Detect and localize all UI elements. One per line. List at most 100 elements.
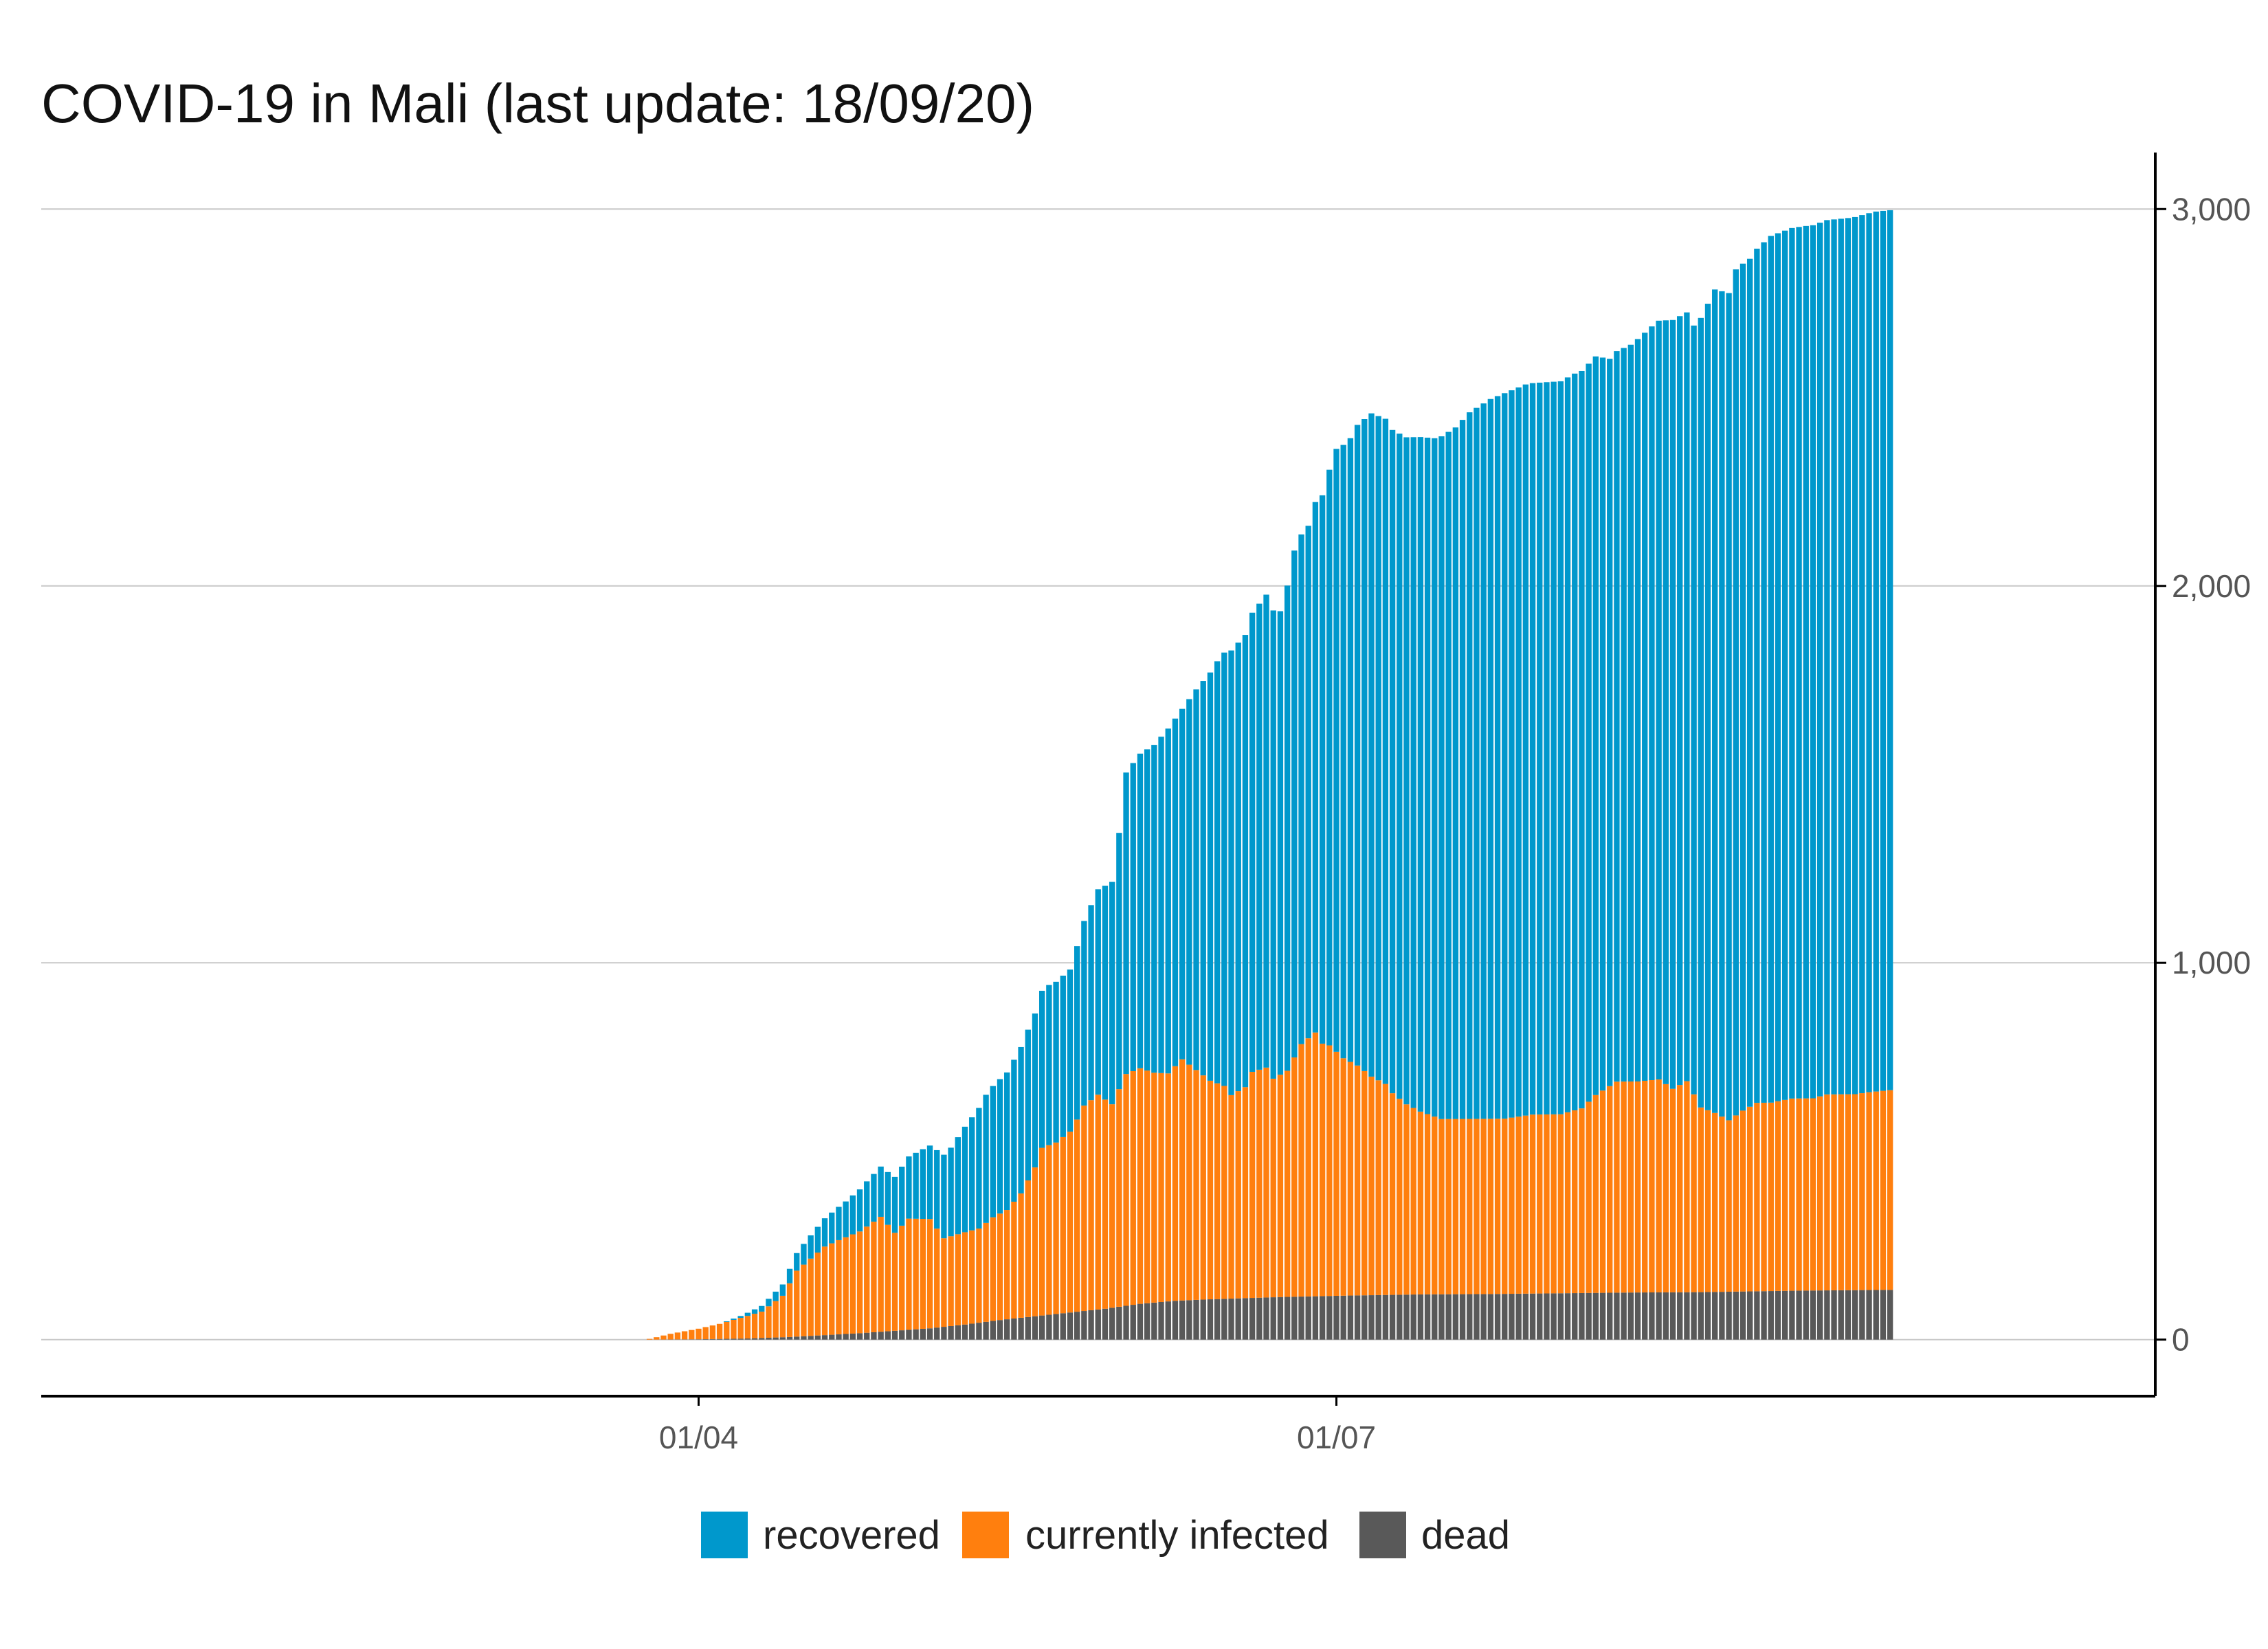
bar-currently-infected [1361,1070,1368,1296]
bar-currently-infected [1067,1131,1074,1313]
bar-currently-infected [786,1283,793,1337]
bar-currently-infected [1782,1099,1788,1291]
bar-currently-infected [976,1229,982,1323]
bar-recovered [1109,882,1115,1105]
bar-recovered [1025,1029,1031,1180]
bar-recovered [899,1166,905,1226]
legend-label-recovered: recovered [763,1513,940,1558]
bar-currently-infected [1459,1119,1466,1294]
x-tick-label: 01/04 [659,1420,738,1455]
bar-recovered [1046,985,1052,1145]
bar-dead [808,1336,814,1340]
bar-currently-infected [1586,1101,1592,1293]
bar-dead [1403,1294,1410,1340]
bar-currently-infected [1214,1083,1221,1299]
bar-dead [1747,1291,1753,1340]
bar-recovered [1270,610,1276,1079]
bar-currently-infected [1649,1080,1655,1292]
bar-currently-infected [920,1219,926,1329]
bar-dead [926,1328,933,1340]
bar-dead [766,1337,772,1340]
bar-recovered [1572,373,1578,1111]
bar-dead [1025,1316,1031,1340]
bar-recovered [1789,227,1795,1099]
bar-dead [1712,1292,1718,1340]
bar-dead [1382,1294,1389,1340]
bar-currently-infected [1179,1059,1186,1301]
bar-dead [1018,1317,1024,1340]
bar-recovered [920,1149,926,1220]
bar-currently-infected [1509,1117,1515,1294]
bar-recovered [1761,242,1767,1103]
bar-currently-infected [1270,1078,1276,1298]
bar-currently-infected [1684,1081,1690,1292]
bar-recovered [1228,650,1234,1095]
bar-recovered [1579,370,1585,1109]
bar-currently-infected [1382,1084,1389,1295]
bar-recovered [1866,213,1872,1092]
bar-dead [737,1338,744,1340]
bar-dead [1719,1292,1725,1340]
bar-currently-infected [654,1337,660,1340]
bar-dead [1123,1305,1129,1340]
bar-currently-infected [941,1238,947,1327]
bar-recovered [1592,356,1599,1095]
legend-label-dead: dead [1421,1513,1510,1558]
bar-currently-infected [1298,1044,1304,1297]
x-tick-label: 01/07 [1297,1420,1376,1455]
bar-currently-infected [1663,1084,1669,1292]
bar-recovered [961,1126,968,1233]
bar-currently-infected [1039,1147,1045,1316]
bar-dead [1789,1290,1795,1340]
bar-recovered [878,1166,884,1217]
bar-currently-infected [1564,1112,1571,1294]
bar-dead [1235,1298,1241,1340]
bar-recovered [1004,1072,1010,1211]
bar-dead [1053,1314,1059,1340]
bar-recovered [1838,218,1844,1095]
bar-dead [836,1334,842,1340]
bar-currently-infected [1452,1119,1459,1294]
bar-currently-infected [1642,1080,1648,1293]
bar-currently-infected [1312,1032,1319,1297]
bar-currently-infected [1018,1193,1024,1318]
bar-recovered [969,1117,975,1231]
bar-dead [1432,1294,1438,1340]
bar-dead [1803,1290,1809,1340]
bar-currently-infected [646,1338,653,1340]
bar-dead [1669,1292,1676,1340]
bar-dead [961,1324,968,1340]
bar-recovered [1529,383,1536,1115]
bar-recovered [1130,763,1136,1071]
bar-currently-infected [843,1237,849,1334]
bar-recovered [1712,289,1718,1113]
bar-recovered [843,1201,849,1237]
bar-recovered [1389,429,1396,1094]
bar-currently-infected [1165,1073,1171,1302]
bar-currently-infected [1726,1120,1732,1292]
bar-currently-infected [1669,1088,1676,1292]
bar-recovered [1704,304,1711,1110]
bar-dead [976,1323,982,1340]
bar-currently-infected [814,1253,821,1336]
bar-dead [1102,1308,1109,1340]
bar-recovered [772,1291,779,1301]
bar-currently-infected [1102,1099,1109,1309]
legend-swatch-recovered [701,1512,748,1558]
bar-recovered [1347,438,1354,1062]
bar-recovered [1277,611,1284,1075]
bar-recovered [1803,225,1809,1099]
bar-dead [1649,1292,1655,1340]
bar-dead [1579,1292,1585,1340]
bar-dead [801,1336,807,1340]
bar-dead [779,1337,786,1340]
bar-recovered [1775,233,1781,1101]
bar-dead [1816,1290,1823,1340]
bar-dead [1607,1292,1613,1340]
bar-currently-infected [983,1222,989,1322]
bar-currently-infected [913,1218,919,1330]
bar-dead [744,1338,751,1340]
bar-recovered [1200,681,1206,1076]
bar-dead [751,1338,758,1340]
bar-currently-infected [1144,1070,1150,1303]
